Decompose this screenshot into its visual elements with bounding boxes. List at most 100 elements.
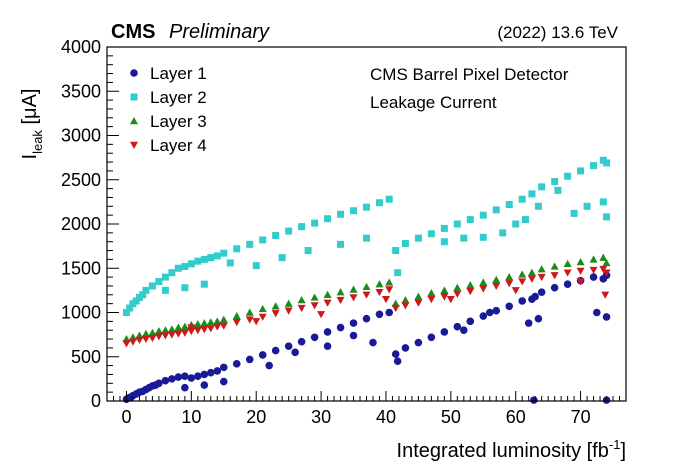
data-point-layer-3	[492, 275, 501, 283]
data-point-layer-1	[362, 314, 371, 323]
data-point-layer-2	[161, 273, 169, 281]
data-point-layer-1	[200, 381, 209, 389]
data-point-layer-1	[349, 331, 358, 340]
data-point-layer-3	[284, 299, 293, 307]
data-point-layer-2	[375, 199, 383, 207]
data-point-layer-3	[297, 296, 306, 304]
data-point-layer-1	[323, 328, 332, 336]
data-point-layer-2	[126, 304, 134, 312]
x-tick-label: 10	[181, 407, 201, 427]
data-point-layer-1	[589, 273, 598, 281]
y-axis-title-sub: leak	[30, 130, 45, 154]
data-point-layer-1	[369, 338, 377, 347]
data-point-layer-4	[161, 332, 170, 340]
data-point-layer-3	[174, 323, 183, 331]
legend: Layer 1 Layer 2 Layer 3 Layer 4	[130, 64, 207, 155]
x-axis-title-close: ]	[620, 440, 626, 462]
data-point-layer-4	[323, 299, 332, 307]
data-point-layer-2	[142, 286, 150, 294]
data-point-layer-2	[528, 190, 536, 198]
legend-entry-layer-2: Layer 2	[130, 88, 207, 107]
data-point-layer-4	[375, 288, 384, 297]
data-point-layer-4	[466, 288, 475, 296]
data-point-layer-2	[278, 254, 286, 262]
data-point-layer-2	[570, 209, 578, 217]
data-point-layer-1	[181, 372, 189, 381]
data-markers	[122, 156, 611, 404]
data-point-layer-2	[139, 291, 147, 299]
data-point-layer-3	[219, 315, 228, 323]
data-point-layer-2	[599, 198, 607, 206]
data-point-layer-2	[466, 216, 474, 224]
data-point-layer-2	[505, 201, 513, 209]
data-point-layer-3	[576, 258, 585, 266]
data-point-layer-4	[511, 287, 520, 295]
data-point-layer-1	[181, 383, 189, 392]
data-point-layer-4	[563, 269, 572, 277]
data-point-layer-1	[427, 333, 436, 342]
data-point-layer-4	[148, 334, 157, 343]
data-point-layer-2	[155, 278, 163, 286]
data-point-layer-1	[492, 306, 501, 315]
data-point-layer-1	[349, 319, 358, 327]
data-point-layer-2	[554, 186, 562, 194]
data-point-layer-2	[479, 233, 487, 241]
cms-label: CMS	[111, 21, 155, 43]
data-point-layer-2	[603, 159, 611, 167]
data-point-layer-2	[233, 245, 241, 253]
data-point-layer-1	[479, 312, 488, 320]
data-point-layer-2	[168, 269, 176, 277]
data-point-layer-3	[310, 293, 319, 301]
data-point-layer-1	[291, 348, 299, 357]
data-point-layer-3	[453, 283, 462, 291]
data-point-layer-2	[385, 195, 393, 203]
data-point-layer-4	[336, 296, 345, 305]
x-axis-title-sup: -1	[609, 437, 621, 452]
y-tick-label: 1000	[61, 303, 101, 323]
data-point-layer-3	[161, 326, 170, 334]
data-point-layer-2	[272, 232, 280, 240]
data-point-layer-2	[181, 284, 189, 292]
data-point-layer-4	[602, 269, 611, 277]
data-point-layer-1	[440, 328, 449, 336]
data-point-layer-1	[524, 319, 533, 327]
y-tick-label: 3000	[61, 126, 101, 146]
data-point-layer-3	[323, 290, 332, 298]
data-point-layer-4	[381, 296, 390, 304]
data-point-layer-3	[232, 312, 241, 320]
y-tick-label: 0	[91, 391, 101, 411]
y-tick-label: 1500	[61, 258, 101, 278]
data-point-layer-4	[200, 326, 209, 334]
data-point-layer-2	[394, 269, 402, 277]
data-point-layer-3	[505, 273, 514, 281]
data-point-layer-3	[466, 281, 475, 289]
data-point-layer-1	[155, 379, 163, 388]
y-axis-title-main: I	[19, 154, 41, 160]
data-point-layer-4	[193, 327, 202, 335]
data-point-layer-1	[466, 317, 475, 326]
data-point-layer-1	[219, 363, 228, 372]
data-point-layer-2	[460, 234, 468, 242]
data-point-layer-4	[167, 331, 176, 339]
data-point-layer-2	[521, 216, 529, 224]
data-point-layer-4	[385, 286, 394, 294]
data-point-layer-2	[181, 262, 189, 270]
data-point-layer-1	[323, 342, 332, 350]
data-point-layer-3	[245, 308, 254, 316]
data-point-layer-2	[551, 178, 559, 186]
x-axis-title-main: Integrated luminosity [fb	[397, 440, 609, 462]
data-point-layer-4	[180, 329, 189, 337]
x-axis-title: Integrated luminosity [fb-1]	[397, 437, 626, 462]
data-point-layer-3	[440, 286, 449, 294]
data-point-layer-4	[174, 330, 183, 338]
data-point-layer-1	[310, 333, 319, 342]
data-point-layer-4	[527, 275, 536, 283]
data-point-layer-4	[252, 318, 261, 326]
data-point-layer-4	[187, 324, 196, 332]
data-point-layer-2	[324, 215, 332, 223]
data-point-layer-1	[258, 351, 267, 359]
data-point-layer-1	[505, 302, 514, 311]
data-point-layer-3	[479, 278, 488, 286]
legend-marker-layer-3	[130, 117, 138, 125]
data-point-layer-2	[577, 167, 585, 175]
